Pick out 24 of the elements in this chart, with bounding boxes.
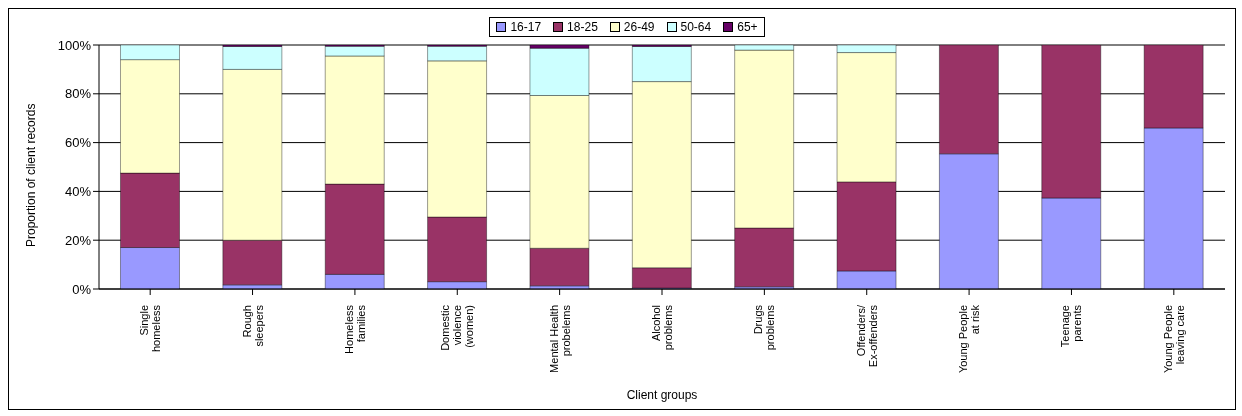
legend-label: 65+ [736, 20, 758, 34]
x-tick-label: Young People at risk [957, 304, 982, 374]
x-tick-label: Alcohol problems [650, 304, 674, 351]
x-tick-label: Homeless families [342, 304, 367, 354]
y-tick-label: 40% [64, 184, 92, 200]
y-tick-label: 20% [64, 232, 92, 248]
legend-label: 18-25 [566, 20, 598, 34]
x-tick-label: Drugs problems [752, 304, 777, 351]
x-axis-title: Client groups [626, 388, 698, 402]
x-tick-label: Mental Health probelems [547, 304, 572, 373]
x-tick-label: Rough sleepers [240, 304, 265, 347]
x-tick-label: Offenders/ Ex-offenders [854, 304, 879, 368]
x-tick-label: Young People leaving care [1161, 305, 1186, 374]
y-tick-label: 100% [57, 37, 92, 53]
y-tick-label: 0% [72, 281, 92, 297]
legend-label: 26-49 [622, 20, 655, 34]
x-tick-label: Teenage parents [1059, 304, 1084, 348]
y-tick-label: 80% [64, 86, 92, 102]
x-tick-label: Domestic violence (women) [439, 304, 476, 351]
x-tick-label: Single homeless [138, 304, 163, 353]
legend-label: 50-64 [679, 20, 712, 34]
y-axis-title: Proportion of client records [24, 103, 39, 247]
legend-label: 16-17 [509, 20, 542, 34]
y-tick-label: 60% [64, 135, 92, 151]
